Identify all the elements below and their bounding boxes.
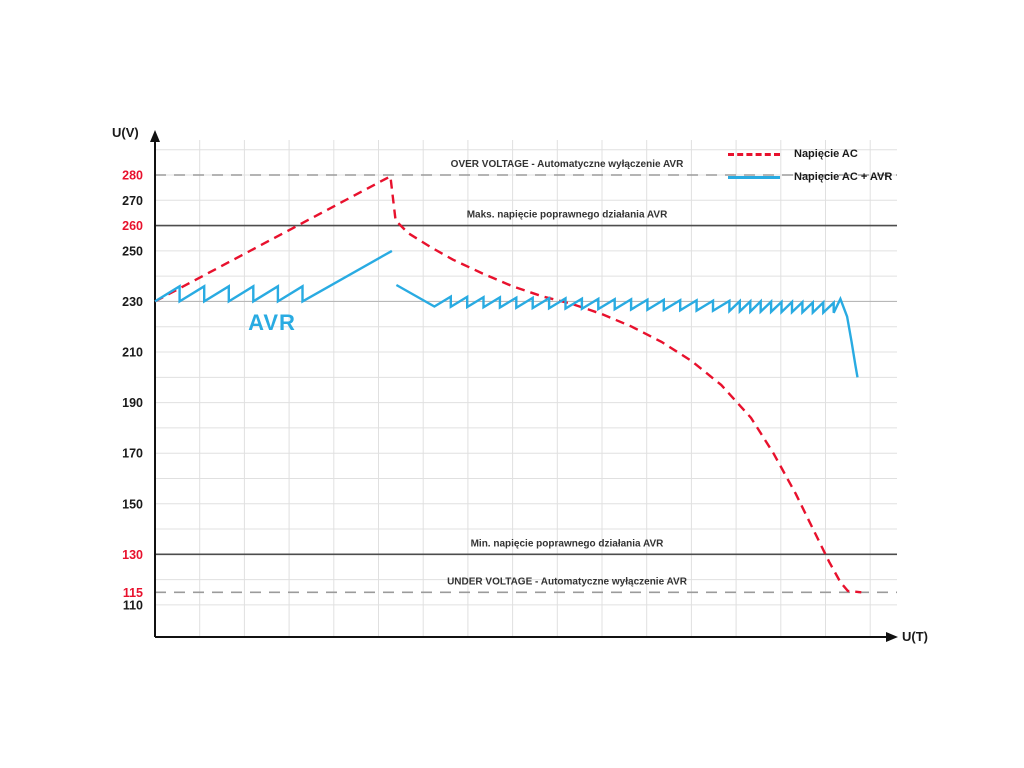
y-axis-label: U(V) <box>112 125 139 140</box>
y-tick-170: 170 <box>122 447 143 461</box>
reference-label-280: OVER VOLTAGE - Automatyczne wyłączenie A… <box>451 159 684 170</box>
reference-label-130: Min. napięcie poprawnego działania AVR <box>471 538 665 549</box>
y-tick-210: 210 <box>122 346 143 360</box>
series-line-1 <box>395 283 859 378</box>
y-tick-260: 260 <box>122 219 143 233</box>
y-tick-110: 110 <box>123 598 143 612</box>
legend-item-napiecie-ac: Napięcie AC <box>728 148 892 160</box>
y-tick-250: 250 <box>122 244 143 258</box>
y-tick-115: 115 <box>123 586 143 600</box>
y-tick-280: 280 <box>122 169 143 183</box>
legend-swatch-avr-solid <box>728 175 780 179</box>
legend-label-ac-avr: Napięcie AC + AVR <box>794 171 893 183</box>
x-axis-arrow <box>886 632 898 642</box>
y-tick-130: 130 <box>122 548 143 562</box>
y-tick-150: 150 <box>122 497 143 511</box>
y-axis-arrow <box>150 130 160 142</box>
reference-label-115: UNDER VOLTAGE - Automatyczne wyłączenie … <box>447 576 688 587</box>
reference-label-260: Maks. napięcie poprawnego działania AVR <box>467 210 668 221</box>
series-line-1 <box>154 249 393 304</box>
legend: Napięcie AC Napięcie AC + AVR <box>728 148 892 183</box>
legend-item-napiecie-ac-avr: Napięcie AC + AVR <box>728 171 892 183</box>
legend-swatch-ac-dashed <box>728 152 780 156</box>
y-tick-270: 270 <box>122 194 143 208</box>
x-axis-label: U(T) <box>902 629 928 644</box>
y-tick-230: 230 <box>122 295 143 309</box>
y-tick-190: 190 <box>122 396 143 410</box>
avr-annotation: AVR <box>248 310 296 336</box>
legend-label-ac: Napięcie AC <box>794 148 858 160</box>
series-line-0 <box>154 174 862 594</box>
